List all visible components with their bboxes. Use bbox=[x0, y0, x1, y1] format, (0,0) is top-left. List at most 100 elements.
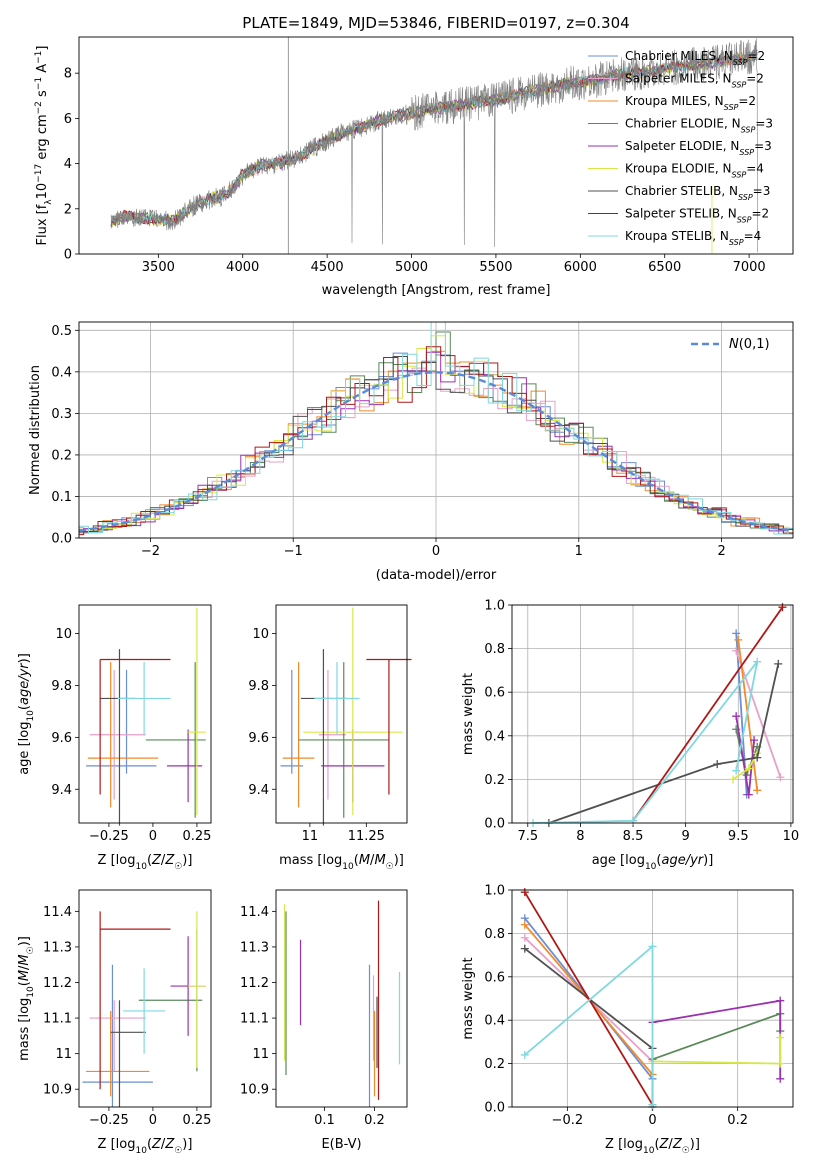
axes-frame bbox=[78, 604, 212, 824]
x-axis-label: wavelength [Angstrom, rest frame] bbox=[322, 283, 551, 298]
y-tick-label: 6 bbox=[64, 112, 72, 127]
weight-point-salpeter_elodie bbox=[750, 736, 759, 745]
x-tick-label: 5500 bbox=[479, 260, 512, 275]
weight-point-kroupa_stelib bbox=[648, 1100, 657, 1109]
y-tick-label: 10.9 bbox=[240, 1083, 269, 1098]
y-tick-label: 0.8 bbox=[484, 642, 505, 657]
y-tick-label: 11.3 bbox=[240, 940, 269, 955]
y-tick-label: 0.0 bbox=[484, 817, 505, 832]
x-tick-label: 0.25 bbox=[182, 829, 211, 844]
data-spectrum bbox=[110, 38, 758, 253]
y-tick-label: 11.3 bbox=[43, 940, 72, 955]
x-tick-label: 2 bbox=[717, 544, 725, 559]
x-tick-label: 9.5 bbox=[728, 829, 749, 844]
weight-point-kroupa_miles bbox=[753, 786, 762, 795]
y-tick-label: 0 bbox=[64, 248, 72, 263]
x-tick-label: 0 bbox=[149, 829, 157, 844]
y-tick-label: 10 bbox=[252, 627, 269, 642]
weight-point-salpeter_elodie bbox=[732, 712, 741, 721]
weight-point-kroupa_elodie bbox=[744, 764, 753, 773]
x-axis-label: Z [log10(Z/Z☉)] bbox=[605, 1137, 700, 1156]
x-tick-label: 7000 bbox=[733, 260, 766, 275]
y-axis-label: Normed distribution bbox=[28, 365, 43, 495]
chart-age_vs_Z: −0.25 0 0.25 9.4 9.6 9.8 10 Z [log10(Z/Z☉)] age … bbox=[17, 604, 212, 872]
chart-weight_vs_Z: −0.2 0 0.2 0.0 0.2 0.4 0.6 0.8 1.0 Z [log10(Z/Z☉)… bbox=[461, 884, 794, 1156]
x-tick-label: 9 bbox=[682, 829, 690, 844]
weight-line-salpeter_elodie bbox=[652, 999, 782, 1079]
x-tick-label: 0 bbox=[432, 544, 440, 559]
chart-layer: 3500 4000 4500 5000 5500 6000 6500 7000 0 2 4 6 8 wav… bbox=[17, 36, 800, 1156]
y-tick-label: 11 bbox=[252, 1047, 269, 1062]
weight-point-chabrier_stelib bbox=[520, 944, 529, 953]
weight-line-salpeter_miles bbox=[735, 650, 782, 778]
x-tick-label: 7.5 bbox=[517, 829, 538, 844]
x-tick-label: 8 bbox=[576, 829, 584, 844]
y-axis-label: mass [log10(M/M☉)] bbox=[17, 936, 36, 1061]
y-tick-label: 1.0 bbox=[484, 599, 505, 614]
x-tick-label: 0.2 bbox=[727, 1113, 748, 1128]
y-tick-label: 0.2 bbox=[51, 448, 72, 463]
weight-point-kroupa_stelib bbox=[648, 942, 657, 951]
weight-point-salpeter_miles bbox=[776, 773, 785, 782]
weight-point-kroupa_stelib bbox=[520, 1050, 529, 1059]
weight-point-kroupa_stelib bbox=[753, 657, 762, 666]
weight-point-chabrier_stelib bbox=[713, 760, 722, 769]
y-tick-label: 0.5 bbox=[51, 324, 72, 339]
chart-age_vs_mass: 11 11.25 9.4 9.6 9.8 10 mass [log10(M/M☉)] bbox=[248, 604, 412, 872]
weight-line-salpeter_stelib bbox=[524, 891, 654, 1106]
weight-point-salpeter_miles bbox=[520, 933, 529, 942]
x-tick-label: −0.2 bbox=[552, 1113, 584, 1128]
y-tick-label: 11.4 bbox=[43, 905, 72, 920]
x-axis-label: Z [log10(Z/Z☉)] bbox=[98, 1137, 193, 1156]
weight-point-kroupa_elodie bbox=[729, 775, 738, 784]
x-tick-label: 10 bbox=[783, 829, 800, 844]
weight-point-salpeter_stelib bbox=[520, 888, 529, 897]
legend-entry-salpeter_stelib: Salpeter STELIB, NSSP=2 bbox=[625, 207, 769, 225]
y-tick-label: 1.0 bbox=[484, 884, 505, 899]
weight-point-chabrier_miles bbox=[732, 629, 741, 638]
weight-line-kroupa_elodie bbox=[652, 1037, 782, 1065]
y-tick-label: 4 bbox=[64, 157, 72, 172]
x-tick-label: 3500 bbox=[142, 260, 175, 275]
x-axis-label: (data-model)/error bbox=[376, 568, 497, 583]
weight-point-salpeter_stelib bbox=[778, 603, 787, 612]
x-axis-label: E(B-V) bbox=[321, 1137, 361, 1152]
y-tick-label: 2 bbox=[64, 202, 72, 217]
legend-entry-chabrier_miles: Chabrier MILES, NSSP=2 bbox=[625, 49, 765, 67]
y-tick-label: 0.2 bbox=[484, 1057, 505, 1072]
x-tick-label: 6500 bbox=[648, 260, 681, 275]
y-tick-label: 11.2 bbox=[240, 976, 269, 991]
x-axis-label: Z [log10(Z/Z☉)] bbox=[98, 853, 193, 872]
x-tick-label: 6000 bbox=[564, 260, 597, 275]
chart-residuals: −2 −1 0 1 2 0.0 0.1 0.2 0.3 0.4 0.5 (data-model)/er… bbox=[28, 321, 794, 583]
x-tick-label: 8.5 bbox=[623, 829, 644, 844]
y-tick-label: 0.3 bbox=[51, 407, 72, 422]
axes-frame bbox=[511, 604, 794, 824]
weight-point-salpeter_elodie bbox=[744, 790, 753, 799]
x-tick-label: −2 bbox=[141, 544, 160, 559]
legend-entry-gaussian: N(0,1) bbox=[729, 337, 770, 352]
axes-frame bbox=[275, 889, 408, 1108]
weight-point-kroupa_stelib bbox=[732, 766, 741, 775]
legend-entry-kroupa_elodie: Kroupa ELODIE, NSSP=4 bbox=[625, 162, 764, 180]
y-axis-label: age [log10(age/yr)] bbox=[17, 653, 36, 775]
y-tick-label: 11.4 bbox=[240, 905, 269, 920]
weight-line-salpeter_stelib bbox=[632, 606, 784, 822]
y-tick-label: 0.0 bbox=[51, 532, 72, 547]
y-tick-label: 0.4 bbox=[484, 1014, 505, 1029]
weight-point-kroupa_elodie bbox=[776, 1033, 785, 1042]
chart-mass_vs_Z: −0.25 0 0.25 10.9 11 11.1 11.2 11.3 11.4 Z [log10… bbox=[17, 889, 212, 1156]
x-tick-label: −0.25 bbox=[89, 829, 129, 844]
x-axis-label: age [log10(age/yr)] bbox=[592, 853, 714, 872]
chart-mass_vs_ebv: 0.1 0.2 10.9 11 11.1 11.2 11.3 11.4 bbox=[240, 889, 408, 1128]
x-axis-label: mass [log10(M/M☉)] bbox=[279, 853, 404, 872]
chart-spectrum: 3500 4000 4500 5000 5500 6000 6500 7000 0 2 4 6 8 wav… bbox=[34, 36, 794, 298]
weight-point-kroupa_elodie bbox=[776, 1059, 785, 1068]
axes-frame bbox=[78, 321, 794, 539]
weight-point-salpeter_elodie bbox=[776, 1074, 785, 1083]
residual-histograms bbox=[79, 322, 793, 536]
legend-entry-salpeter_elodie: Salpeter ELODIE, NSSP=3 bbox=[625, 139, 772, 157]
y-tick-label: 9.6 bbox=[51, 731, 72, 746]
legend-entry-chabrier_elodie: Chabrier ELODIE, NSSP=3 bbox=[625, 117, 773, 135]
